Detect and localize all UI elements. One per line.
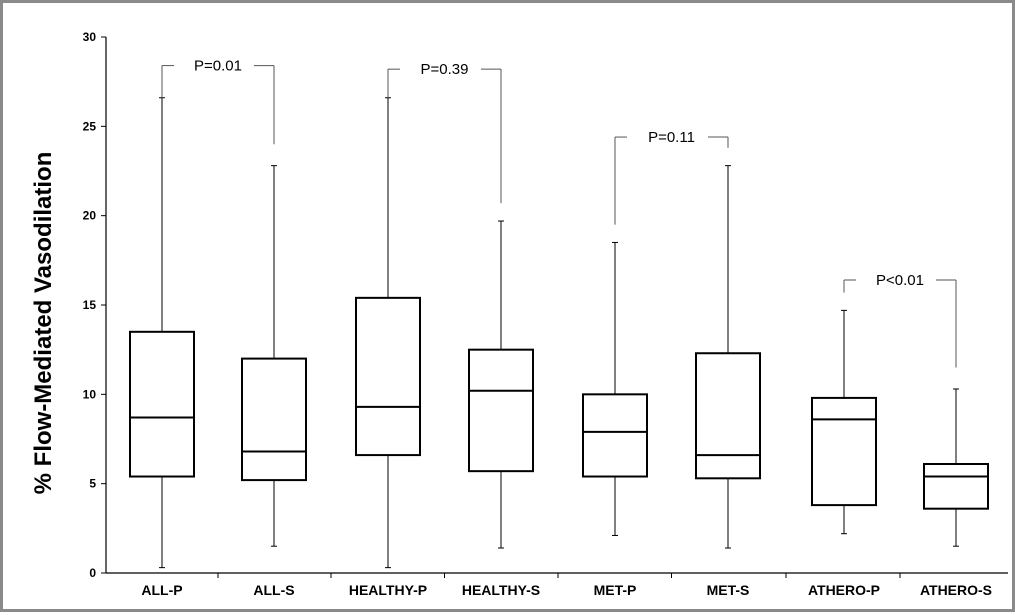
- comparison-bracket: P<0.01: [843, 272, 957, 368]
- x-tick-label: HEALTHY-S: [462, 582, 540, 598]
- x-tick-labels: ALL-P ALL-S HEALTHY-P HEALTHY-S MET-P MET-S AT…: [141, 573, 992, 598]
- box-iqr: [241, 357, 307, 482]
- comparison-bracket: P=0.39: [387, 61, 502, 204]
- box-iqr: [582, 393, 648, 478]
- y-tick-label: 30: [83, 30, 97, 44]
- box-iqr: [468, 348, 534, 473]
- box-iqr: [355, 296, 421, 457]
- y-tick-label: 15: [83, 298, 97, 312]
- p-value-label: P<0.01: [876, 272, 924, 289]
- p-value-label: P=0.01: [194, 58, 242, 75]
- box-all-s: [241, 165, 307, 547]
- y-axis-label: % Flow-Mediated Vasodilation: [30, 152, 57, 495]
- box-met-p: [582, 241, 648, 536]
- y-tick-label: 0: [89, 566, 96, 580]
- x-tick-label: ATHERO-P: [808, 582, 880, 598]
- p-value-label: P=0.39: [421, 61, 469, 78]
- box-iqr: [695, 352, 761, 480]
- x-tick-label: ATHERO-S: [920, 582, 992, 598]
- x-tick-label: ALL-S: [253, 582, 294, 598]
- box-athero-p: [811, 309, 877, 535]
- y-tick-label: 5: [89, 477, 96, 491]
- box-iqr: [129, 330, 195, 478]
- comparisons: P=0.01 P=0.39 P=0.11 P<0.01: [161, 58, 957, 368]
- box-athero-s: [923, 388, 989, 547]
- x-tick-label: ALL-P: [141, 582, 182, 598]
- x-tick-label: HEALTHY-P: [349, 582, 427, 598]
- box-healthy-p: [355, 97, 421, 569]
- comparison-bracket: P=0.11: [614, 129, 729, 225]
- x-tick-label: MET-P: [594, 582, 637, 598]
- box-iqr: [923, 463, 989, 510]
- boxes: [129, 97, 989, 569]
- x-tick-label: MET-S: [707, 582, 750, 598]
- box-all-p: [129, 97, 195, 569]
- p-value-label: P=0.11: [648, 129, 695, 146]
- y-ticks: 0 5 10 15 20 25 30: [83, 30, 106, 580]
- boxplot-chart: % Flow-Mediated Vasodilation 0 5 10 15 20 25 3…: [30, 30, 1008, 598]
- box-healthy-s: [468, 220, 534, 549]
- y-tick-label: 10: [83, 387, 97, 401]
- box-iqr: [811, 396, 877, 507]
- comparison-bracket: P=0.01: [161, 58, 275, 145]
- y-tick-label: 20: [83, 209, 97, 223]
- box-met-s: [695, 165, 761, 549]
- y-tick-label: 25: [83, 119, 97, 133]
